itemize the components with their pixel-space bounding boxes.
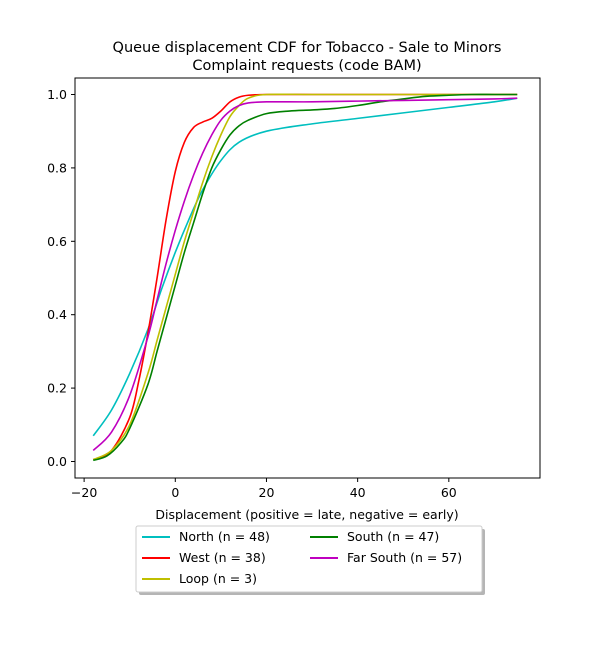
- x-tick: 0: [171, 478, 179, 500]
- legend-entry: South (n = 47): [310, 529, 439, 544]
- x-tick: 40: [350, 478, 366, 500]
- x-tick-label: −20: [71, 485, 97, 500]
- legend-entry: West (n = 38): [142, 550, 266, 565]
- series-line: [92, 97, 518, 452]
- y-tick-label: 0.6: [47, 234, 67, 249]
- x-axis-label: Displacement (positive = late, negative …: [155, 507, 458, 522]
- y-tick: 0.4: [47, 307, 75, 322]
- legend-label: South (n = 47): [347, 529, 439, 544]
- y-tick: 0.6: [47, 234, 75, 249]
- x-axis: −20 0 20 40 60: [71, 478, 457, 500]
- legend-label: Far South (n = 57): [347, 550, 462, 565]
- series-layer: [92, 93, 518, 462]
- legend-label: Loop (n = 3): [179, 571, 257, 586]
- y-tick: 0.0: [47, 454, 75, 469]
- chart-title-line-2: Complaint requests (code BAM): [192, 58, 421, 74]
- x-tick: 60: [441, 478, 457, 500]
- series-line: [92, 93, 518, 462]
- plot-area-frame: [74, 77, 541, 479]
- x-tick: −20: [71, 478, 97, 500]
- legend-entry: North (n = 48): [142, 529, 270, 544]
- chart-title: Queue displacement CDF for Tobacco - Sal…: [113, 40, 502, 74]
- y-axis: 0.0 0.2 0.4 0.6 0.8 1.0: [47, 87, 75, 469]
- x-tick-label: 60: [441, 485, 457, 500]
- legend-label: North (n = 48): [179, 529, 270, 544]
- y-tick: 0.8: [47, 160, 75, 175]
- legend-box: [135, 525, 483, 593]
- series-line: [92, 97, 518, 437]
- legend-label: West (n = 38): [179, 550, 266, 565]
- x-tick-label: 0: [171, 485, 179, 500]
- y-tick: 0.2: [47, 381, 75, 396]
- y-tick-label: 0.8: [47, 160, 67, 175]
- x-tick-label: 20: [259, 485, 275, 500]
- legend-entry: Far South (n = 57): [310, 550, 462, 565]
- y-tick-label: 0.4: [47, 307, 67, 322]
- y-tick-label: 0.0: [47, 454, 67, 469]
- chart-title-line-1: Queue displacement CDF for Tobacco - Sal…: [113, 40, 502, 56]
- legend: North (n = 48) West (n = 38) Loop (n = 3…: [135, 525, 485, 595]
- y-tick-label: 0.2: [47, 381, 67, 396]
- legend-entry: Loop (n = 3): [142, 571, 257, 586]
- y-tick: 1.0: [47, 87, 75, 102]
- x-tick-label: 40: [350, 485, 366, 500]
- series-line: [92, 93, 518, 461]
- y-tick-label: 1.0: [47, 87, 67, 102]
- x-tick: 20: [259, 478, 275, 500]
